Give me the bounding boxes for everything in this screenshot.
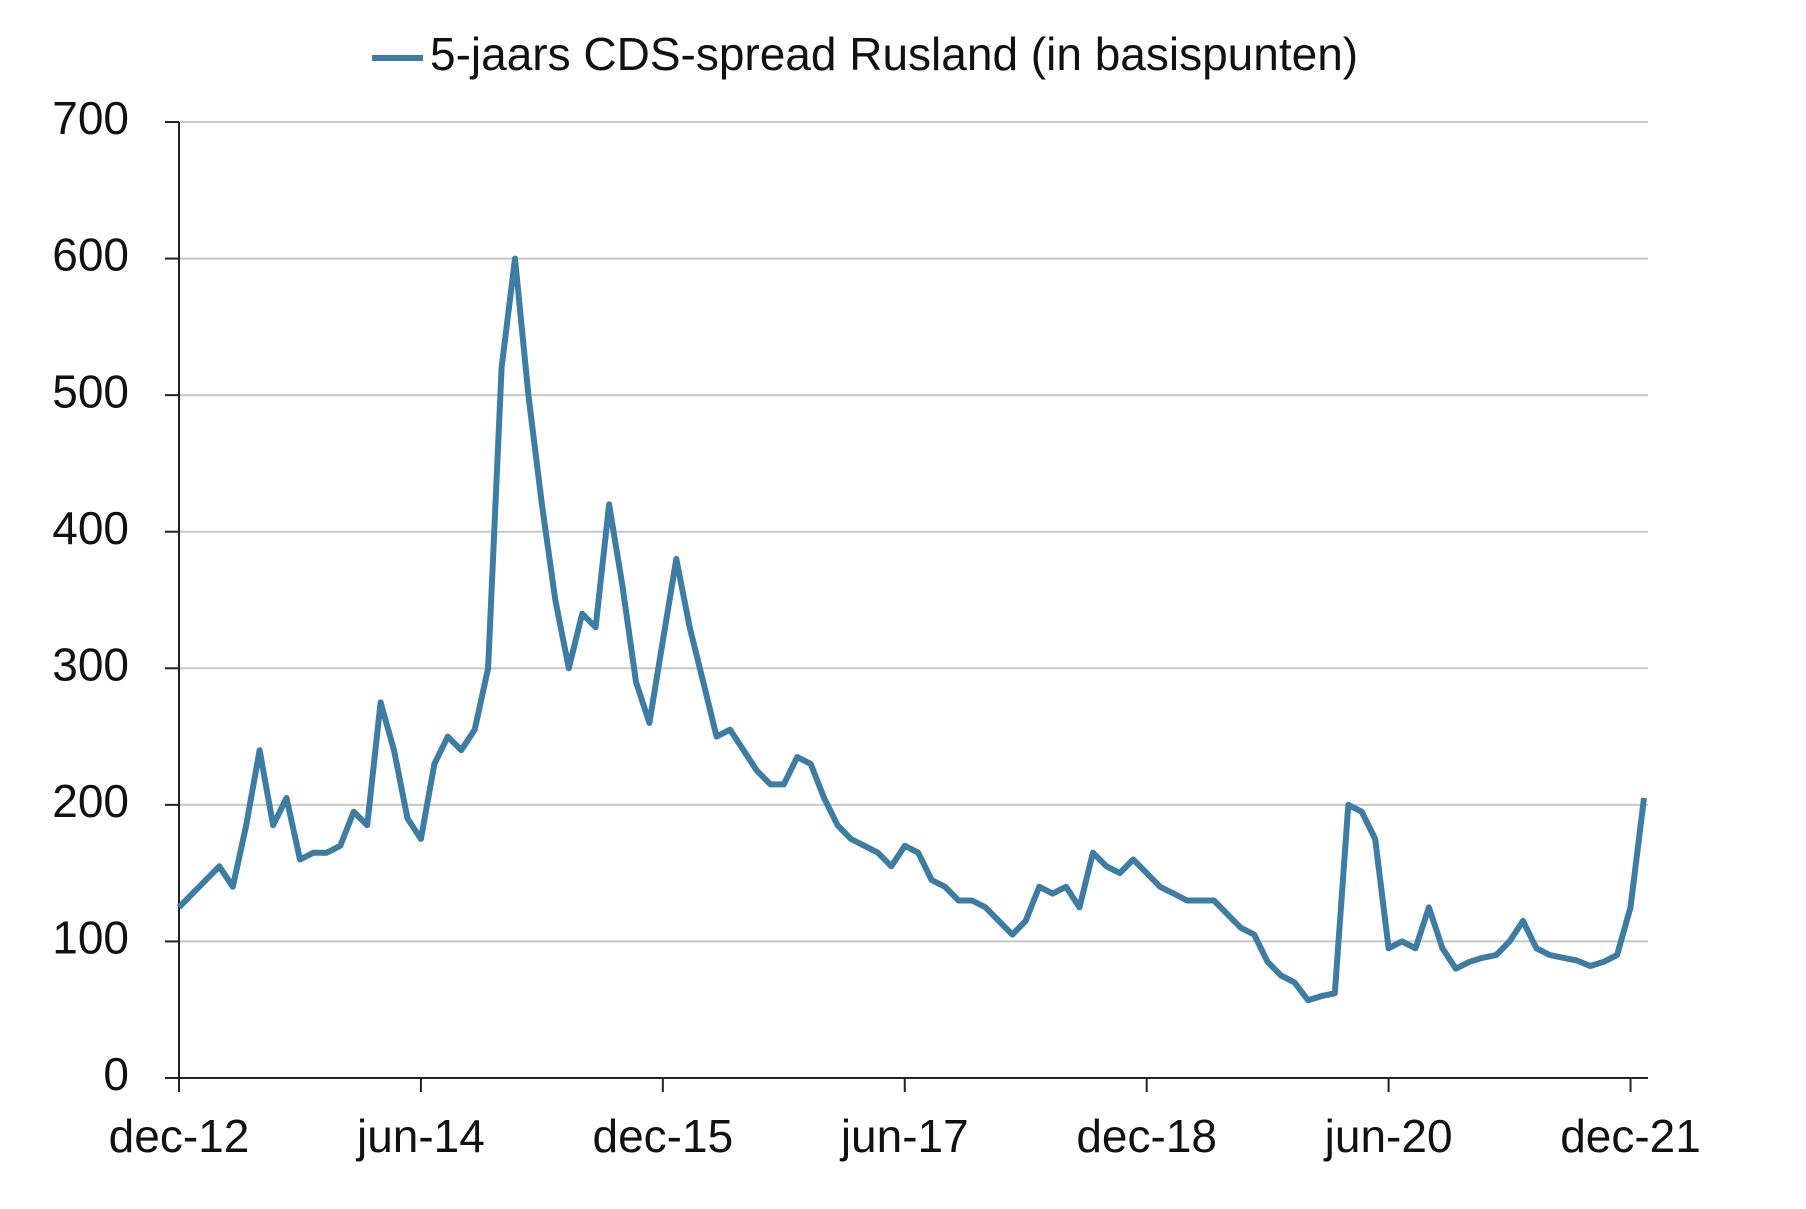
y-tick-label: 200	[52, 775, 129, 827]
y-tick-label: 100	[52, 912, 129, 964]
x-tick-label: jun-14	[355, 1110, 485, 1162]
y-tick-label: 700	[52, 92, 129, 144]
line-series	[176, 255, 1647, 1004]
y-tick-label: 500	[52, 365, 129, 417]
y-tick-label: 400	[52, 502, 129, 554]
x-tick-label: dec-18	[1076, 1110, 1217, 1162]
y-tick-label: 300	[52, 638, 129, 690]
x-tick-label: dec-15	[593, 1110, 734, 1162]
legend-label: 5-jaars CDS-spread Rusland (in basispunt…	[430, 28, 1358, 80]
x-tick-label: jun-20	[1323, 1110, 1453, 1162]
y-tick-label: 0	[103, 1048, 129, 1100]
x-tick-label: dec-21	[1560, 1110, 1701, 1162]
y-tick-label: 600	[52, 229, 129, 281]
x-tick-label: jun-17	[839, 1110, 969, 1162]
x-tick-label: dec-12	[109, 1110, 250, 1162]
